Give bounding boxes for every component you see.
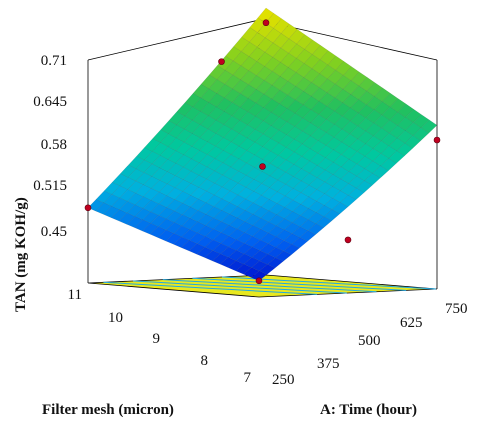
y-tick-label: 10 bbox=[108, 310, 123, 326]
x-tick-label: 500 bbox=[358, 333, 381, 349]
z-tick-label: 0.71 bbox=[41, 53, 67, 69]
design-point bbox=[255, 277, 263, 285]
design-points bbox=[84, 19, 441, 285]
design-point bbox=[344, 236, 352, 244]
x-tick-label: 750 bbox=[445, 301, 468, 317]
floor-contour-line bbox=[192, 277, 407, 291]
y-tick-label: 7 bbox=[244, 370, 252, 386]
design-point bbox=[259, 163, 266, 170]
floor-contour-line bbox=[133, 280, 347, 294]
frame-line bbox=[87, 19, 260, 61]
z-tick-label: 0.515 bbox=[33, 178, 67, 194]
x-tick-label: 375 bbox=[317, 356, 340, 372]
design-point bbox=[262, 19, 270, 27]
z-axis-title: TAN (mg KOH/g) bbox=[13, 197, 29, 312]
y-tick-label: 8 bbox=[201, 353, 209, 369]
x-tick-label: 625 bbox=[400, 315, 423, 331]
tick-labels: 0.71 0.645 0.58 0.515 0.45 7 8 9 10 11 250 375 500 62… bbox=[33, 53, 467, 388]
y-tick-label: 11 bbox=[68, 287, 82, 303]
floor-contour-line bbox=[103, 281, 318, 295]
z-tick-label: 0.58 bbox=[41, 137, 67, 153]
floor-contour-plane bbox=[87, 274, 438, 298]
x-tick-label: 250 bbox=[272, 372, 295, 388]
design-point bbox=[84, 204, 92, 212]
y-tick-label: 9 bbox=[153, 331, 161, 347]
floor-contour-line bbox=[162, 279, 377, 293]
design-point bbox=[433, 136, 441, 144]
response-surface bbox=[87, 7, 438, 282]
z-tick-label: 0.645 bbox=[33, 94, 67, 110]
design-point bbox=[218, 58, 225, 65]
surface-cell bbox=[420, 119, 438, 134]
x-axis-title: A: Time (hour) bbox=[320, 402, 417, 418]
y-axis-title: Filter mesh (micron) bbox=[42, 402, 174, 418]
z-tick-label: 0.45 bbox=[41, 224, 67, 240]
